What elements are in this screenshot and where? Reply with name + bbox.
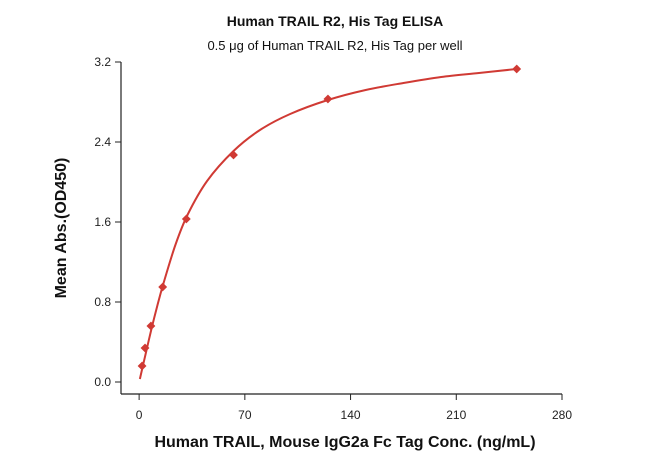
x-tick-label: 140 bbox=[341, 408, 361, 422]
y-tick-label: 1.6 bbox=[94, 215, 111, 229]
data-point-diamond bbox=[323, 94, 333, 104]
data-point-diamond bbox=[146, 321, 156, 331]
data-point-diamond bbox=[181, 214, 191, 224]
y-axis-title: Mean Abs.(OD450) bbox=[53, 158, 70, 299]
data-point-diamond bbox=[158, 282, 168, 292]
y-tick-label: 0.8 bbox=[94, 295, 111, 309]
y-tick-label: 3.2 bbox=[94, 55, 111, 69]
data-point-diamond bbox=[512, 64, 522, 74]
x-axis-ticks: 0 70 140 210 280 bbox=[136, 394, 572, 422]
y-tick-label: 0.0 bbox=[94, 375, 111, 389]
x-axis-title: Human TRAIL, Mouse IgG2a Fc Tag Conc. (n… bbox=[154, 434, 535, 451]
data-point-diamond bbox=[137, 361, 147, 371]
chart-title: Human TRAIL R2, His Tag ELISA bbox=[227, 13, 444, 29]
data-point-diamond bbox=[140, 343, 150, 353]
x-tick-label: 0 bbox=[136, 408, 143, 422]
chart-subtitle: 0.5 μg of Human TRAIL R2, His Tag per we… bbox=[207, 38, 462, 53]
fit-curve bbox=[138, 68, 517, 380]
y-axis-ticks: 0.0 0.8 1.6 2.4 3.2 bbox=[94, 55, 121, 389]
data-point-diamond bbox=[229, 150, 238, 160]
x-tick-label: 70 bbox=[238, 408, 252, 422]
y-tick-label: 2.4 bbox=[94, 135, 111, 149]
x-tick-label: 280 bbox=[552, 408, 572, 422]
data-points bbox=[137, 64, 522, 371]
x-tick-label: 210 bbox=[446, 408, 466, 422]
